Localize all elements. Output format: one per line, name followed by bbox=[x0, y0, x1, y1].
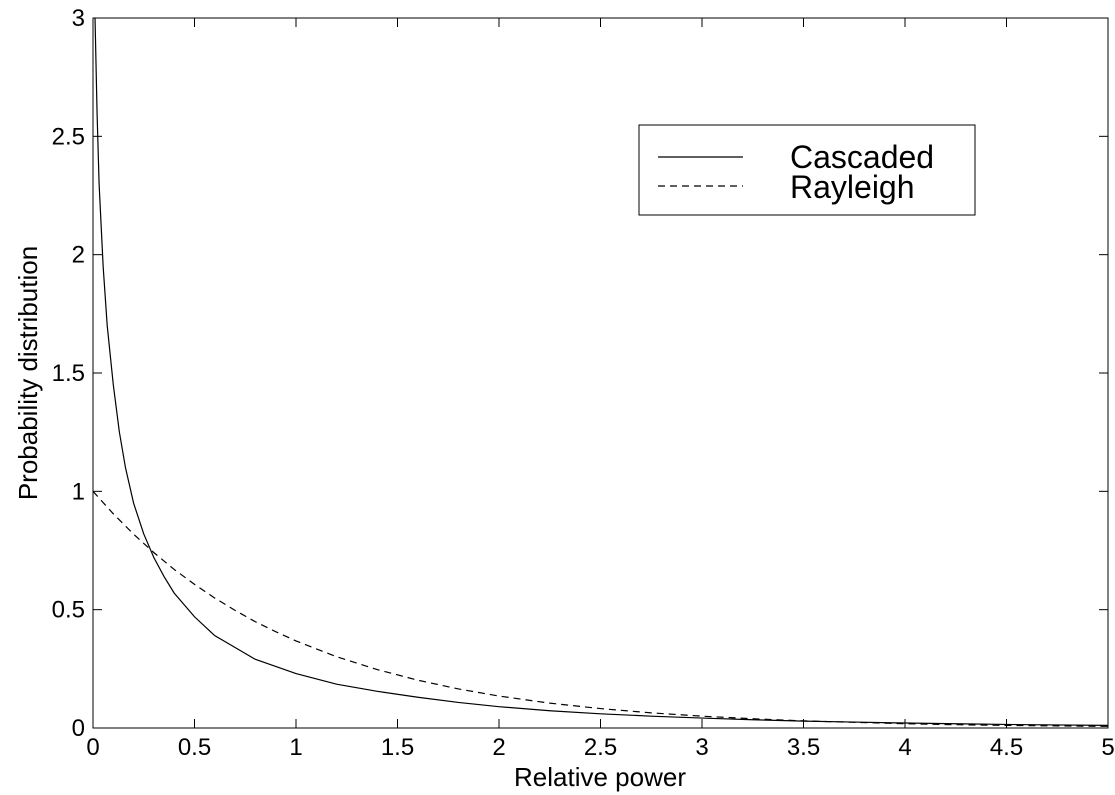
y-tick-label: 1 bbox=[72, 478, 85, 505]
legend-label-cascaded: Cascaded bbox=[790, 139, 934, 175]
x-tick-label: 4 bbox=[898, 734, 911, 761]
x-tick-label: 1 bbox=[289, 734, 302, 761]
x-tick-label: 4.5 bbox=[990, 734, 1023, 761]
x-tick-label: 1.5 bbox=[381, 734, 414, 761]
y-tick-label: 0.5 bbox=[52, 597, 85, 624]
x-tick-label: 0 bbox=[86, 734, 99, 761]
y-tick-label: 2 bbox=[72, 242, 85, 269]
x-tick-label: 2 bbox=[492, 734, 505, 761]
legend-box bbox=[638, 124, 976, 216]
x-axis-label: Relative power bbox=[514, 762, 686, 792]
series-lines bbox=[92, 17, 1109, 727]
x-tick-label: 2.5 bbox=[584, 734, 617, 761]
y-tick-label: 2.5 bbox=[52, 123, 85, 150]
x-tick-label: 3.5 bbox=[787, 734, 820, 761]
axis-ticks bbox=[92, 17, 1109, 729]
y-tick-labels: 0 0.5 1 1.5 2 2.5 3 bbox=[52, 5, 85, 742]
series-line-rayleigh bbox=[92, 490, 1109, 727]
x-tick-labels: 0 0.5 1 1.5 2 2.5 3 3.5 4 4.5 5 bbox=[86, 734, 1114, 761]
x-tick-label: 3 bbox=[695, 734, 708, 761]
series-line-cascaded bbox=[94, 17, 1109, 726]
y-axis-label: Probability distribution bbox=[13, 246, 43, 500]
x-tick-label: 5 bbox=[1101, 734, 1114, 761]
y-tick-label: 3 bbox=[72, 5, 85, 32]
x-tick-label: 0.5 bbox=[178, 734, 211, 761]
y-tick-label: 0 bbox=[72, 715, 85, 742]
legend: Cascaded Rayleigh bbox=[638, 124, 976, 216]
legend-label-rayleigh: Rayleigh bbox=[790, 169, 915, 205]
y-tick-label: 1.5 bbox=[52, 360, 85, 387]
